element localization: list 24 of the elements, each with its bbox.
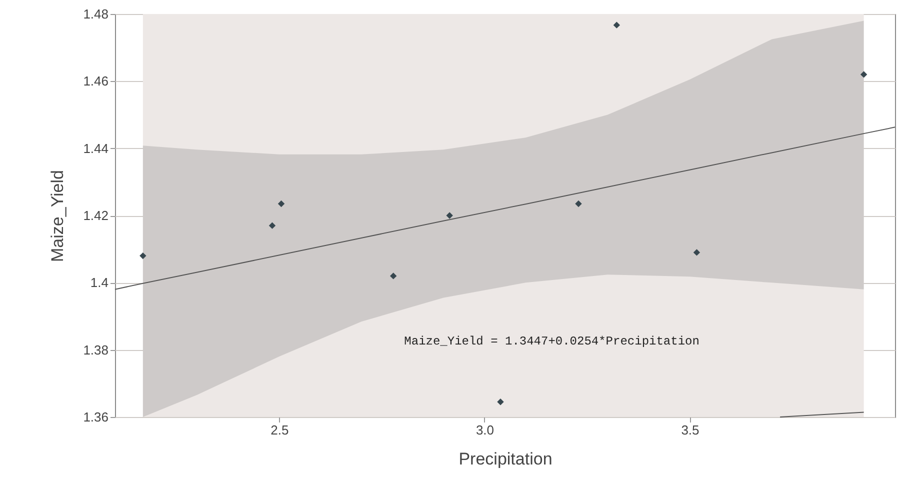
y-tick-label: 1.48: [83, 6, 108, 22]
y-tick-label: 1.42: [83, 208, 108, 223]
y-tick-label: 1.36: [83, 410, 108, 424]
y-axis-title: Maize_Yield: [48, 170, 68, 262]
x-axis-title: Precipitation: [458, 450, 552, 468]
y-tick-label: 1.44: [83, 140, 108, 156]
point: [390, 272, 397, 280]
point: [693, 249, 700, 256]
y-tick-label: 1.4: [90, 275, 108, 290]
line-series: [114, 126, 896, 290]
point: [140, 252, 146, 260]
point: [497, 398, 504, 406]
point: [613, 22, 620, 28]
y-tick-label: 1.38: [83, 342, 108, 358]
y-tick-label: 1.46: [83, 74, 108, 89]
point: [575, 200, 582, 208]
point: [268, 222, 276, 229]
point: [860, 71, 868, 78]
x-tick-label: 3.0: [476, 422, 494, 438]
point: [278, 200, 285, 208]
point: [446, 212, 453, 219]
x-tick-label: 2.5: [270, 422, 289, 438]
annotation: Maize_Yield = 1.3447+0.0254*Precipitation: [404, 334, 700, 348]
x-tick-label: 3.5: [681, 422, 700, 438]
